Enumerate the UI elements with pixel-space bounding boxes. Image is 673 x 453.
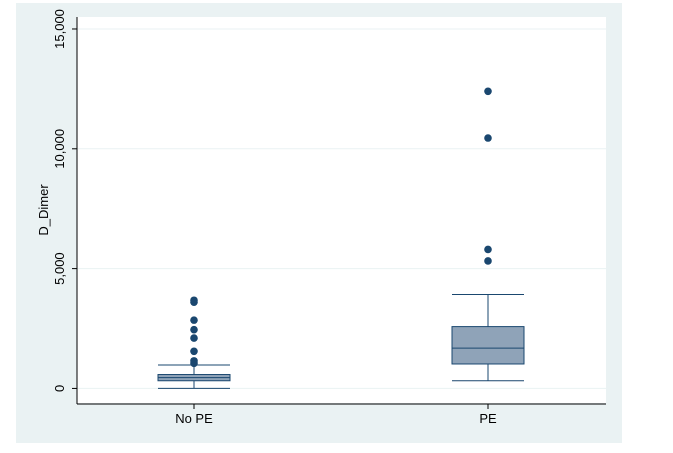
iqr-box	[451, 326, 525, 365]
outlier-point	[484, 257, 492, 265]
outlier-point	[190, 296, 198, 305]
y-tick-label: 15,000	[52, 9, 67, 49]
outlier-point	[190, 334, 198, 342]
outlier-point	[484, 87, 492, 96]
outlier-point	[190, 347, 198, 356]
outlier-point	[484, 134, 492, 142]
boxes	[157, 87, 525, 389]
outlier-point	[190, 357, 198, 365]
y-tick-label: 10,000	[52, 129, 67, 169]
y-axis-title: D_Dimer	[36, 184, 51, 236]
plot-area	[77, 17, 606, 403]
y-tick-label: 0	[52, 385, 67, 392]
outlier-point	[484, 245, 492, 254]
outlier-point	[190, 316, 198, 324]
box-group	[451, 87, 525, 382]
outlier-point	[190, 325, 198, 334]
y-tick-label: 5,000	[52, 252, 67, 285]
x-tick-label: No PE	[175, 411, 213, 426]
box-group	[157, 296, 231, 389]
axes: 0 5,000 10,000 15,000 No PE PE	[52, 9, 606, 426]
x-tick-label: PE	[479, 411, 497, 426]
